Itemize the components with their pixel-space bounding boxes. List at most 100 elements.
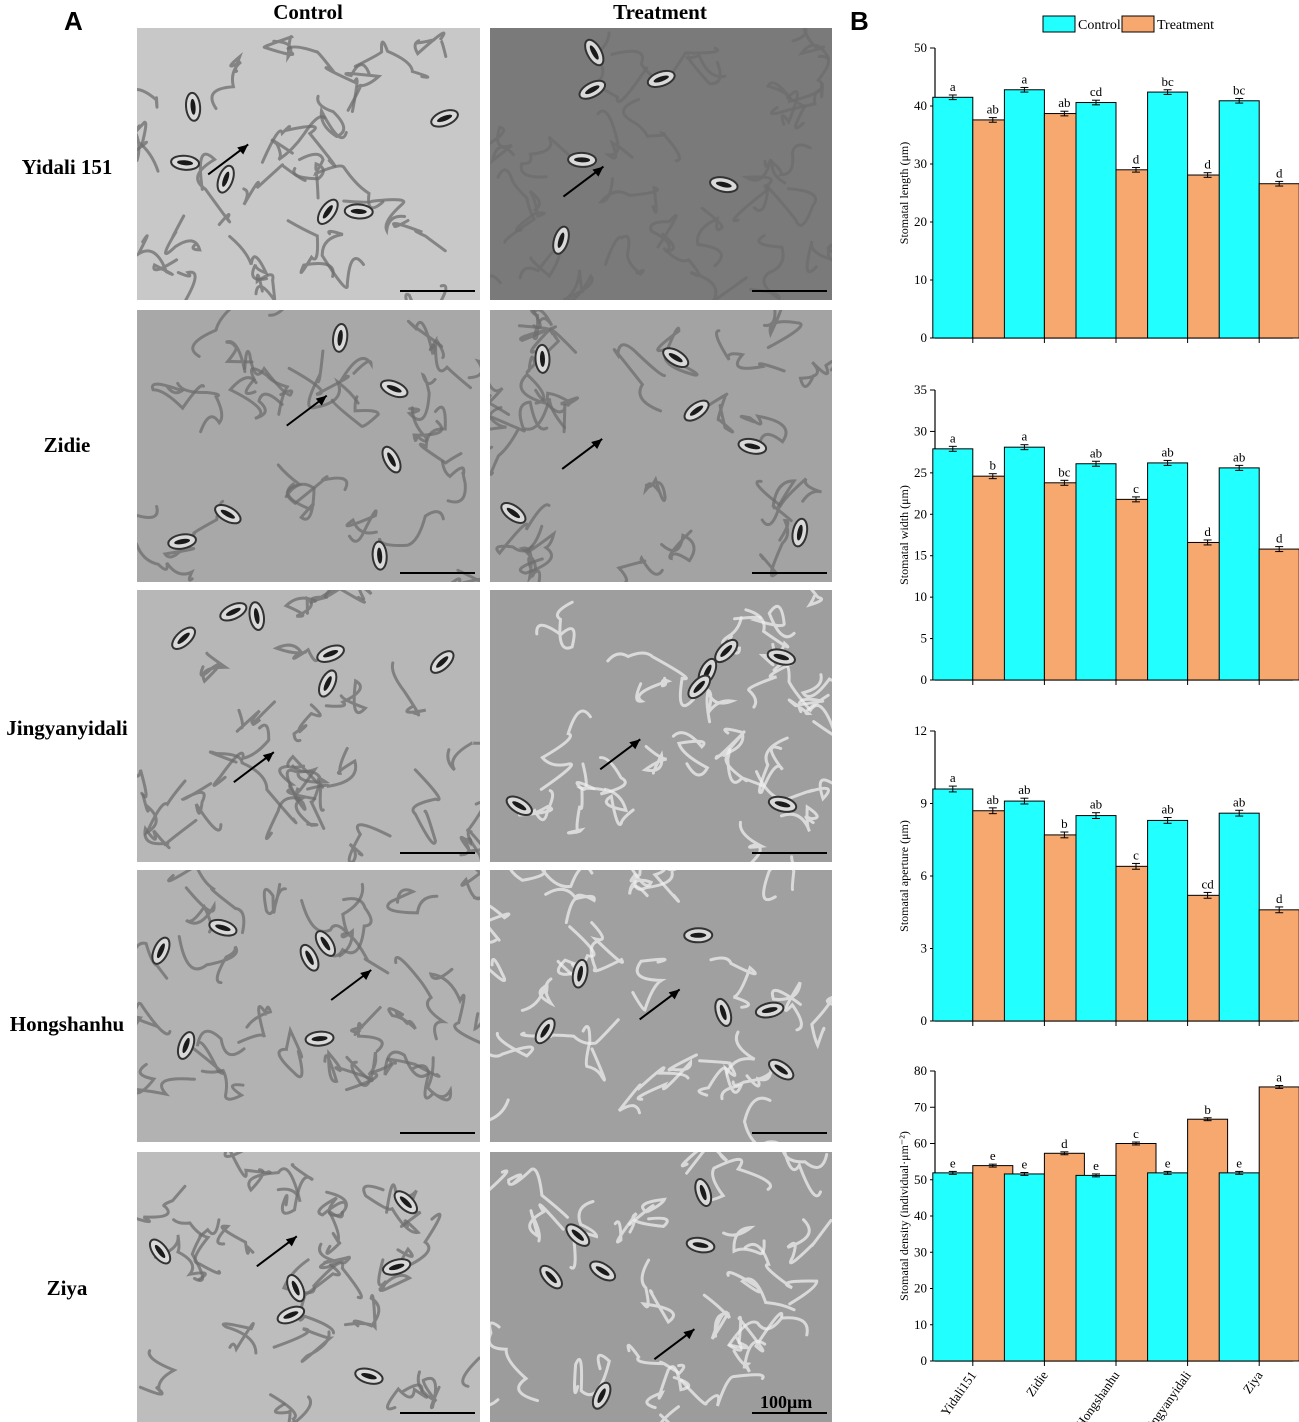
significance-label: e [1022, 1157, 1028, 1172]
y-tick-label: 20 [914, 214, 927, 229]
y-tick-label: 70 [914, 1099, 927, 1114]
y-tick-label: 0 [921, 1013, 928, 1028]
significance-label: cd [1090, 84, 1103, 99]
y-tick-label: 6 [921, 868, 928, 883]
y-tick-label: 50 [914, 40, 927, 55]
significance-label: ab [1018, 782, 1030, 797]
significance-label: d [1204, 524, 1211, 539]
significance-label: ab [1090, 445, 1102, 460]
significance-label: d [1133, 151, 1140, 166]
y-tick-label: 30 [914, 156, 927, 171]
y-tick-label: 9 [921, 796, 928, 811]
chart-3: 0 3 6 9 12 Stomatal aperture (μm) a ab ab b ab c ab c… [897, 723, 1299, 1028]
bar-control-zidie [1003, 89, 1045, 339]
bar-control-ziya [1218, 812, 1260, 1022]
significance-label: e [1236, 1155, 1242, 1170]
x-tick-label: Zidie [1023, 1368, 1051, 1399]
micrograph-treatment-2 [490, 310, 832, 582]
significance-label: d [1276, 531, 1283, 546]
significance-label: b [990, 458, 997, 473]
y-tick-label: 15 [914, 548, 927, 563]
column-header-treatment: Treatment [613, 0, 707, 24]
bar-control-yidali151 [932, 788, 974, 1022]
y-axis-label: Stomatal width (μm) [897, 485, 911, 585]
micrograph-treatment-4 [490, 870, 832, 1142]
panel-a-letter: A [64, 6, 83, 36]
bar-control-jingyanyidali [1147, 819, 1189, 1022]
y-tick-label: 5 [921, 631, 928, 646]
column-header-control: Control [273, 0, 343, 24]
bar-treatment-ziya [1258, 1086, 1299, 1362]
significance-label: bc [1233, 82, 1246, 97]
y-tick-label: 12 [914, 723, 927, 738]
bar-control-hongshanhu [1075, 815, 1117, 1022]
significance-label: b [1061, 816, 1068, 831]
significance-label: bc [1058, 464, 1071, 479]
y-axis-label: Stomatal length (μm) [897, 142, 911, 244]
significance-label: ab [987, 102, 999, 117]
micrograph-treatment-3 [490, 590, 832, 862]
bar-control-zidie [1003, 800, 1045, 1022]
y-tick-label: 30 [914, 1244, 927, 1259]
significance-label: e [1165, 1155, 1171, 1170]
bar-control-zidie [1003, 446, 1045, 681]
bar-treatment-ziya [1258, 909, 1299, 1022]
y-tick-label: 20 [914, 1281, 927, 1296]
significance-label: ab [1058, 95, 1070, 110]
y-tick-label: 0 [921, 672, 928, 687]
x-tick-label: Yidali151 [938, 1368, 980, 1419]
bar-control-ziya [1218, 1172, 1260, 1362]
bar-control-hongshanhu [1075, 463, 1117, 681]
significance-label: d [1204, 157, 1211, 172]
y-tick-label: 10 [914, 272, 927, 287]
row-label-yidali-151: Yidali 151 [21, 155, 113, 179]
micrograph-control-1 [137, 28, 480, 300]
bar-control-ziya [1218, 467, 1260, 681]
legend-swatch-control [1042, 15, 1076, 33]
significance-label: c [1133, 481, 1139, 496]
bar-control-ziya [1218, 100, 1260, 339]
significance-label: b [1204, 1102, 1211, 1117]
significance-label: e [950, 1155, 956, 1170]
y-tick-label: 35 [914, 382, 927, 397]
x-tick-label: Jingyanyidali [1142, 1368, 1195, 1422]
significance-label: c [1133, 847, 1139, 862]
y-tick-label: 30 [914, 423, 927, 438]
y-tick-label: 10 [914, 589, 927, 604]
chart-4: 0 10 20 30 40 50 60 70 80 Stomatal density (indiv… [897, 1063, 1299, 1422]
scale-bar-label: 100μm [760, 1392, 813, 1412]
significance-label: e [990, 1148, 996, 1163]
y-tick-label: 60 [914, 1136, 927, 1151]
row-label-zidie: Zidie [43, 433, 91, 457]
significance-label: ab [1161, 802, 1173, 817]
y-axis-label: Stomatal density (individual·μm⁻²) [897, 1131, 911, 1301]
row-label-hongshanhu: Hongshanhu [9, 1012, 125, 1036]
significance-label: cd [1201, 876, 1214, 891]
y-tick-label: 80 [914, 1063, 927, 1078]
bar-control-yidali151 [932, 96, 974, 339]
legend-label-control: Control [1078, 18, 1121, 33]
micrograph-control-5 [137, 1152, 480, 1422]
chart-1: 0 10 20 30 40 50 Stomatal length (μm) a ab a ab cd d… [897, 40, 1299, 345]
significance-label: bc [1161, 74, 1174, 89]
micrograph-treatment-5 [490, 1152, 832, 1422]
significance-label: ab [1233, 449, 1245, 464]
micrograph-control-4 [137, 870, 480, 1142]
significance-label: a [950, 770, 956, 785]
y-tick-label: 40 [914, 1208, 927, 1223]
significance-label: a [1276, 1070, 1282, 1085]
micrograph-treatment-1 [490, 28, 832, 300]
significance-label: d [1276, 165, 1283, 180]
y-tick-label: 0 [921, 330, 928, 345]
bar-control-zidie [1003, 1173, 1045, 1362]
bar-control-jingyanyidali [1147, 1172, 1189, 1362]
bar-treatment-ziya [1258, 183, 1299, 339]
y-tick-label: 3 [921, 941, 928, 956]
micrograph-control-2 [137, 310, 480, 582]
legend-swatch-treatment [1121, 15, 1155, 33]
panel-b-letter: B [850, 6, 869, 36]
significance-label: ab [1090, 797, 1102, 812]
significance-label: ab [987, 792, 999, 807]
